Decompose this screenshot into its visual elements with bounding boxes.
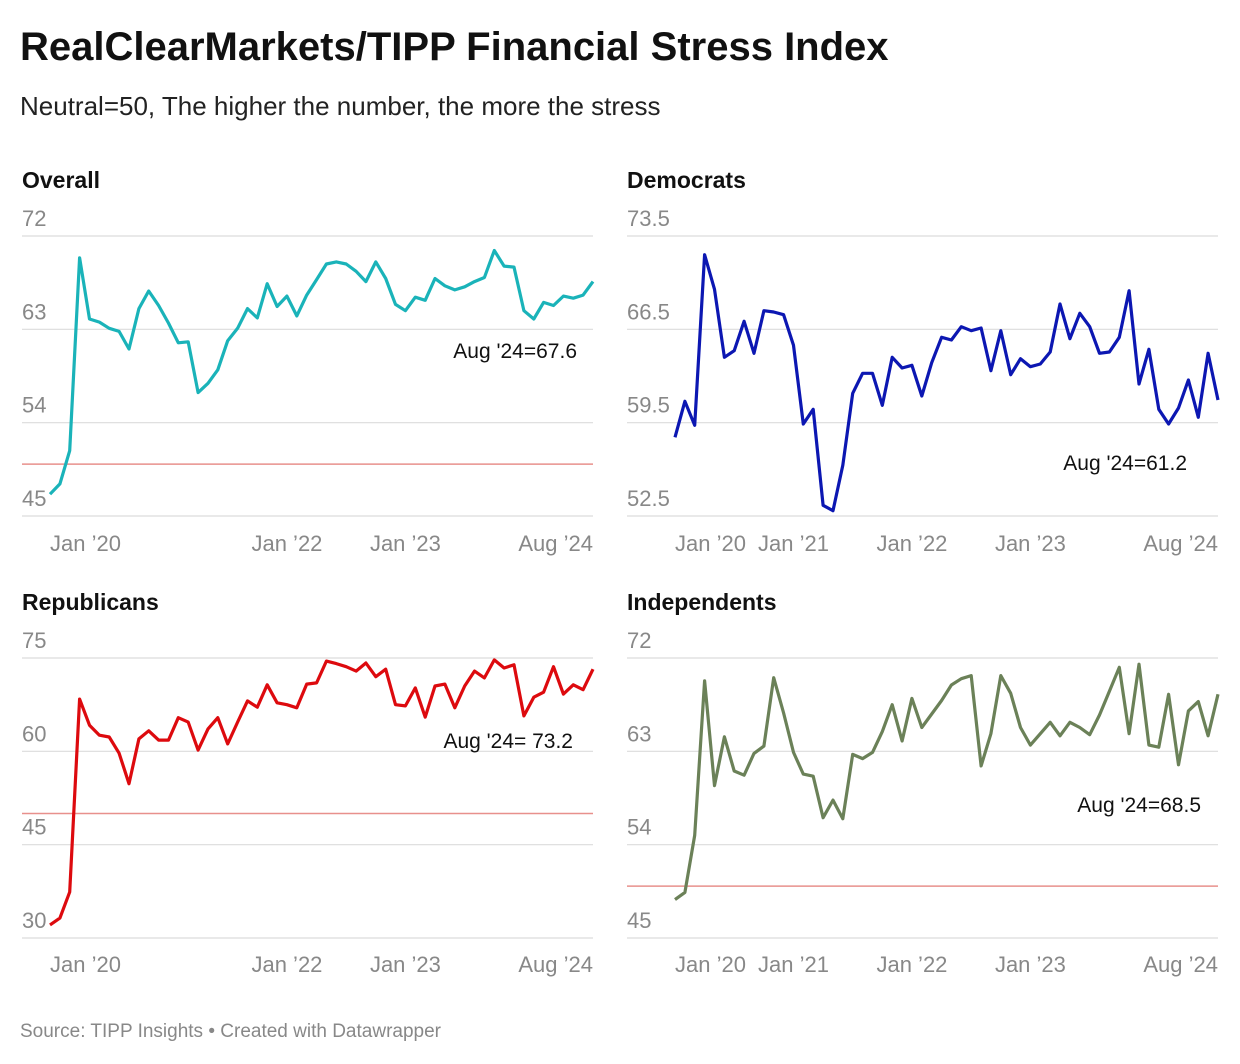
y-tick-label: 45: [627, 908, 651, 933]
y-tick-label: 54: [627, 815, 651, 840]
y-tick-label: 72: [627, 628, 651, 653]
x-tick-label: Jan ’22: [251, 531, 322, 556]
x-tick-label: Jan ’21: [758, 952, 829, 977]
annotation: Aug '24= 73.2: [443, 730, 573, 753]
x-tick-label: Jan ’23: [995, 531, 1066, 556]
y-tick-label: 73.5: [627, 206, 670, 231]
data-line: [673, 253, 1220, 513]
y-tick-label: 54: [22, 393, 46, 418]
y-tick-label: 45: [22, 486, 46, 511]
panel-title: Republicans: [22, 589, 159, 615]
x-tick-label: Aug ’24: [1143, 531, 1218, 556]
y-tick-label: 45: [22, 815, 46, 840]
y-tick-label: 63: [627, 721, 651, 746]
y-tick-label: 66.5: [627, 299, 670, 324]
x-tick-label: Jan ’20: [50, 531, 121, 556]
chart-subtitle: Neutral=50, The higher the number, the m…: [20, 91, 661, 121]
x-tick-label: Jan ’22: [876, 531, 947, 556]
panel-title: Independents: [627, 589, 777, 615]
x-tick-label: Jan ’23: [995, 952, 1066, 977]
y-tick-label: 52.5: [627, 486, 670, 511]
x-tick-label: Jan ’23: [370, 531, 441, 556]
panel-title: Overall: [22, 167, 100, 193]
data-line: [674, 662, 1220, 901]
data-line: [49, 658, 595, 927]
annotation: Aug '24=67.6: [453, 340, 577, 363]
x-tick-label: Jan ’22: [251, 952, 322, 977]
y-tick-label: 59.5: [627, 393, 670, 418]
x-tick-label: Aug ’24: [518, 531, 593, 556]
annotation: Aug '24=61.2: [1063, 452, 1187, 475]
annotation: Aug '24=68.5: [1077, 794, 1201, 817]
x-tick-label: Jan ’20: [50, 952, 121, 977]
x-tick-label: Jan ’20: [675, 952, 746, 977]
y-tick-label: 75: [22, 628, 46, 653]
y-tick-label: 63: [22, 299, 46, 324]
x-tick-label: Jan ’20: [675, 531, 746, 556]
x-tick-label: Aug ’24: [518, 952, 593, 977]
y-tick-label: 30: [22, 908, 46, 933]
y-tick-label: 72: [22, 206, 46, 231]
panel-title: Democrats: [627, 167, 746, 193]
x-tick-label: Jan ’23: [370, 952, 441, 977]
x-tick-label: Jan ’22: [876, 952, 947, 977]
x-tick-label: Aug ’24: [1143, 952, 1218, 977]
source: Source: TIPP Insights • Created with Dat…: [20, 1021, 442, 1042]
y-tick-label: 60: [22, 721, 46, 746]
data-line: [48, 248, 595, 496]
x-tick-label: Jan ’21: [758, 531, 829, 556]
chart-title: RealClearMarkets/TIPP Financial Stress I…: [20, 25, 889, 69]
